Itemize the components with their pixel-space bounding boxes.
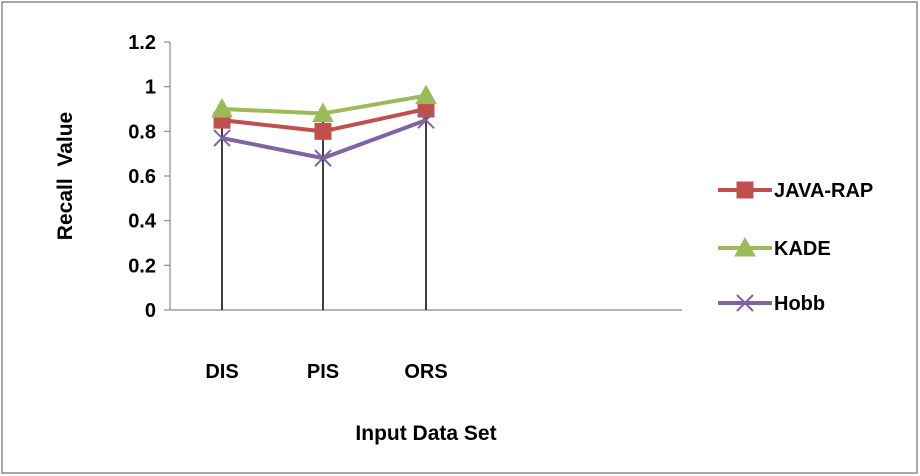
y-tick-label: 0.2 (128, 255, 156, 277)
data-point-kade-dis (211, 97, 233, 118)
legend-item-java-rap: JAVA-RAP (718, 180, 873, 202)
y-tick-label: 0.8 (128, 121, 156, 143)
data-point-hobb-dis (213, 129, 231, 147)
y-tick-label: 0.6 (128, 166, 156, 188)
y-tick-label: 0.4 (128, 211, 157, 233)
legend-item-kade: KADE (718, 236, 831, 260)
x-axis-title: Input Data Set (355, 422, 496, 445)
y-tick-label: 1.2 (128, 32, 156, 54)
legend-marker-java-rap (736, 181, 754, 199)
legend-marker-kade (734, 236, 756, 257)
data-point-kade-ors (415, 84, 437, 105)
x-tick-label-ors: ORS (404, 361, 447, 383)
legend-marker-hobb (736, 294, 754, 312)
data-point-hobb-pis-stroke-b (314, 149, 332, 167)
legend-label-java-rap: JAVA-RAP (774, 180, 873, 202)
y-tick-label: 0 (145, 300, 156, 322)
data-point-hobb-ors-stroke-b (417, 111, 435, 129)
data-point-java-rap-pis (314, 122, 332, 140)
y-axis-title: Recall Value (54, 112, 77, 240)
data-point-hobb-pis (314, 149, 332, 167)
legend-label-kade: KADE (774, 238, 831, 260)
x-tick-label-dis: DIS (205, 361, 238, 383)
data-point-kade-pis (312, 102, 334, 122)
series-kade (211, 84, 437, 122)
series-hobb (213, 111, 435, 167)
data-point-hobb-ors (417, 111, 435, 129)
data-point-hobb-dis-stroke-b (213, 129, 231, 147)
legend-label-hobb: Hobb (774, 293, 825, 315)
x-tick-label-pis: PIS (307, 361, 339, 383)
legend-marker-hobb-stroke-b (736, 294, 754, 312)
legend-item-hobb: Hobb (718, 293, 825, 315)
y-tick-label: 1 (145, 77, 156, 99)
